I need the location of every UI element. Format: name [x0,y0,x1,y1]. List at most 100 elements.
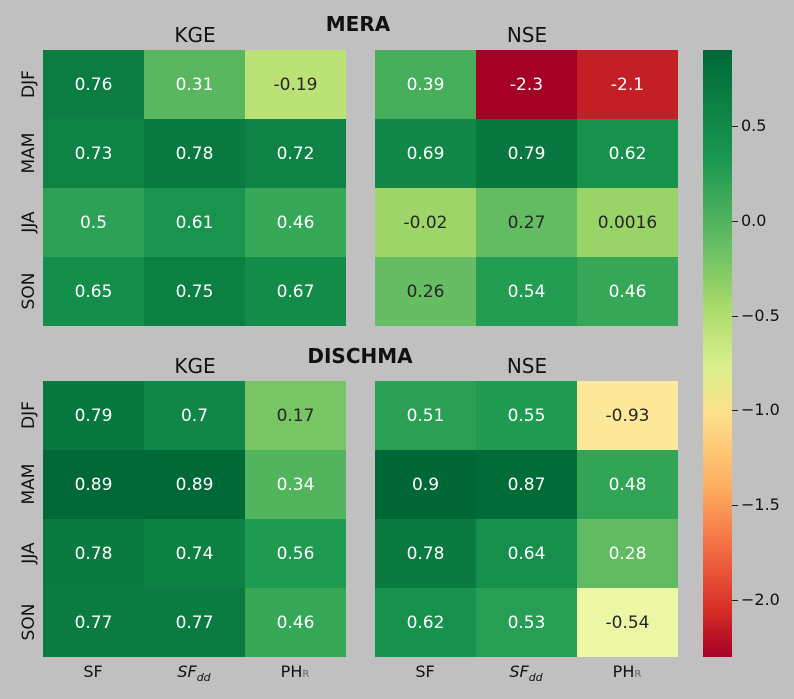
heatmap-mera-kge: 0.76 0.31 -0.19 0.73 0.78 0.72 0.5 0.61 0.46 0.65… [43,50,346,326]
heatmap-cell: 0.62 [577,119,678,188]
cell-value-label: 0.67 [276,281,315,302]
row-label-jja: JJA [19,211,39,233]
cell-value-label: 0.48 [608,474,647,495]
heatmap-cell: 0.34 [245,450,346,519]
heatmap-cell: 0.89 [43,450,144,519]
cell-value-label: 0.77 [175,612,214,633]
cell-value-label: -0.19 [273,74,318,95]
panel-title-dischma-kge: KGE [174,354,216,378]
heatmap-cell: 0.74 [144,519,245,588]
heatmap-cell: 0.39 [375,50,476,119]
colorbar-tick [732,220,738,222]
x-label-sf: SF [83,662,103,681]
cell-value-label: -2.3 [509,74,544,95]
cell-value-label: 0.46 [608,281,647,302]
cell-value-label: 0.17 [276,405,315,426]
section-title-dischma: DISCHMA [307,344,413,368]
heatmap-cell: -2.3 [476,50,577,119]
cell-value-label: 0.56 [276,543,315,564]
cell-value-label: 0.72 [276,143,315,164]
colorbar-tick-label: −2.0 [741,590,780,610]
row-label-mam: MAM [19,463,39,505]
colorbar [703,50,732,657]
heatmap-cell: -0.54 [577,588,678,657]
cell-value-label: -0.93 [605,405,650,426]
cell-value-label: 0.31 [175,74,214,95]
colorbar-tick [732,315,738,317]
heatmap-cell: 0.26 [375,257,476,326]
heatmap-mera-nse: 0.39 -2.3 -2.1 0.69 0.79 0.62 -0.02 0.27 0.0016 0… [375,50,678,326]
heatmap-cell: 0.87 [476,450,577,519]
colorbar-tick-label: −0.5 [741,305,780,325]
heatmap-cell: 0.76 [43,50,144,119]
heatmap-cell: 0.7 [144,381,245,450]
cell-value-label: 0.26 [406,281,445,302]
heatmap-cell: 0.61 [144,188,245,257]
cell-value-label: 0.34 [276,474,315,495]
heatmap-cell: 0.69 [375,119,476,188]
x-label-sfdd: SFdd [509,662,543,685]
cell-value-label: 0.46 [276,212,315,233]
cell-value-label: 0.7 [180,405,209,426]
row-label-mam: MAM [19,132,39,174]
heatmap-cell: -0.02 [375,188,476,257]
panel-title-mera-nse: NSE [506,23,548,47]
cell-value-label: 0.77 [74,612,113,633]
heatmap-cell: 0.79 [43,381,144,450]
heatmap-cell: 0.28 [577,519,678,588]
cell-value-label: 0.0016 [597,212,658,233]
heatmap-cell: 0.55 [476,381,577,450]
heatmap-cell: 0.17 [245,381,346,450]
heatmap-cell: 0.64 [476,519,577,588]
colorbar-tick-label: 0.0 [741,210,767,230]
cell-value-label: 0.76 [74,74,113,95]
heatmap-cell: 0.72 [245,119,346,188]
colorbar-tick-label: 0.5 [741,115,767,135]
heatmap-cell: 0.53 [476,588,577,657]
cell-value-label: -0.02 [403,212,448,233]
heatmap-cell: 0.46 [245,188,346,257]
section-title-mera: MERA [325,12,391,36]
heatmap-dischma-nse: 0.51 0.55 -0.93 0.9 0.87 0.48 0.78 0.64 0.28 0.62… [375,381,678,657]
panel-title-dischma-nse: NSE [506,354,548,378]
cell-value-label: 0.5 [79,212,108,233]
heatmap-cell: -0.19 [245,50,346,119]
heatmap-cell: -0.93 [577,381,678,450]
heatmap-cell: 0.27 [476,188,577,257]
cell-value-label: 0.61 [175,212,214,233]
cell-value-label: 0.39 [406,74,445,95]
cell-value-label: 0.78 [74,543,113,564]
cell-value-label: 0.87 [507,474,546,495]
heatmap-cell: 0.89 [144,450,245,519]
cell-value-label: 0.28 [608,543,647,564]
row-label-djf: DJF [19,70,39,98]
heatmap-cell: 0.46 [577,257,678,326]
heatmap-cell: 0.62 [375,588,476,657]
heatmap-cell: 0.77 [144,588,245,657]
cell-value-label: 0.54 [507,281,546,302]
x-label-phr: PHR [280,662,310,681]
x-label-phr: PHR [612,662,642,681]
colorbar-tick-label: −1.5 [741,495,780,515]
heatmap-cell: 0.51 [375,381,476,450]
cell-value-label: 0.69 [406,143,445,164]
cell-value-label: 0.79 [74,405,113,426]
cell-value-label: 0.89 [74,474,113,495]
cell-value-label: 0.79 [507,143,546,164]
cell-value-label: 0.62 [406,612,445,633]
cell-value-label: 0.51 [406,405,445,426]
heatmap-cell: 0.48 [577,450,678,519]
heatmap-cell: 0.67 [245,257,346,326]
heatmap-cell: 0.73 [43,119,144,188]
heatmap-dischma-kge: 0.79 0.7 0.17 0.89 0.89 0.34 0.78 0.74 0.56 0.77 0… [43,381,346,657]
heatmap-cell: 0.56 [245,519,346,588]
heatmap-cell: 0.54 [476,257,577,326]
x-label-sf: SF [415,662,435,681]
cell-value-label: 0.89 [175,474,214,495]
heatmap-cell: 0.78 [375,519,476,588]
heatmap-cell: 0.78 [43,519,144,588]
colorbar-tick [732,505,738,507]
cell-value-label: 0.27 [507,212,546,233]
cell-value-label: 0.78 [406,543,445,564]
heatmap-cell: 0.65 [43,257,144,326]
